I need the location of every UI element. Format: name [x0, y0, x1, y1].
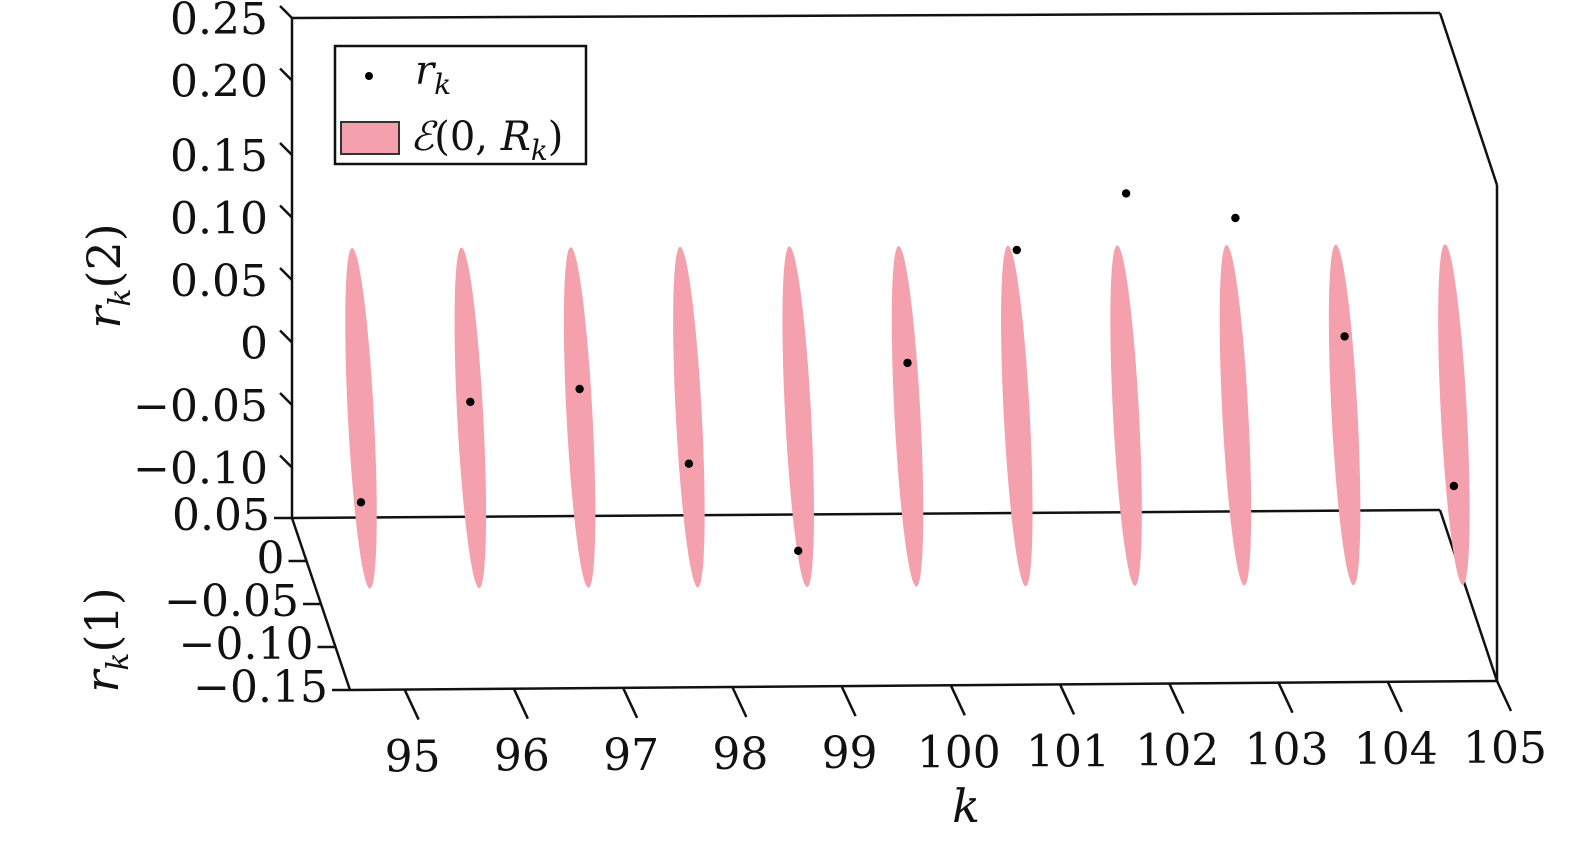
z-tick-3: [279, 204, 293, 219]
data-point-k103: [1231, 213, 1240, 223]
x-tick-label-99: 99: [822, 728, 878, 779]
y-tick-label-1: 0: [257, 533, 285, 584]
box-edge-back-floor: [291, 508, 1441, 520]
data-point-k100: [903, 358, 912, 368]
x-tick-95: [403, 689, 420, 721]
x-tick-label-96: 96: [494, 731, 550, 782]
data-point-k97: [575, 384, 584, 394]
z-tick-label-5: 0: [240, 319, 268, 370]
z-tick-1: [279, 67, 293, 82]
box-edge-front: [349, 679, 1498, 692]
ellipsoid-k96: [454, 247, 487, 589]
data-point-k102: [1121, 189, 1131, 198]
x-tick-102: [1168, 683, 1185, 715]
x-tick-label-100: 100: [917, 727, 1001, 778]
data-point-k101: [1012, 245, 1021, 255]
ellipsoid-k98: [673, 246, 705, 588]
svg-text:rk(1): rk(1): [75, 587, 136, 692]
data-point-k99: [794, 546, 803, 555]
data-point-k105: [1449, 481, 1459, 491]
ellipsoid-k103: [1219, 245, 1252, 586]
ellipsoid-k100: [891, 246, 924, 587]
ellipsoid-k97: [563, 247, 596, 588]
z-tick-label-1: 0.20: [170, 57, 268, 108]
z-tick-label-7: −0.10: [133, 444, 268, 495]
data-point-k104: [1340, 332, 1349, 341]
z-tick-label-0: 0.25: [170, 0, 268, 45]
x-tick-100: [949, 684, 966, 716]
z-tick-2: [279, 142, 293, 156]
y-tick-label-0: 0.05: [172, 490, 270, 541]
z-tick-0: [279, 5, 293, 19]
z-axis-label: rk(2): [77, 223, 138, 328]
z-tick-5: [279, 329, 293, 344]
x-tick-label-105: 105: [1463, 723, 1547, 774]
y-tick-label-2: −0.05: [164, 576, 299, 627]
data-point-k98: [684, 459, 694, 468]
x-tick-105: [1495, 680, 1513, 712]
z-tick-label-3: 0.10: [170, 194, 268, 245]
box-edge-top: [291, 11, 1441, 20]
ellipsoid-k104: [1328, 244, 1361, 586]
x-tick-label-103: 103: [1245, 725, 1329, 776]
z-tick-4: [279, 267, 293, 281]
x-tick-98: [731, 686, 748, 718]
z-tick-6: [279, 392, 293, 406]
y-axis-ticks: 0.050−0.05−0.10−0.15: [164, 490, 350, 713]
y-tick-label-3: −0.10: [179, 619, 314, 670]
z-tick-label-2: 0.15: [170, 131, 268, 182]
svg-text:rk(2): rk(2): [77, 223, 138, 328]
data-point-k95: [356, 498, 366, 507]
x-axis-label: k: [952, 779, 980, 833]
ellipsoid-series: [345, 244, 1470, 589]
ellipsoid-k105: [1438, 244, 1470, 585]
x-tick-label-98: 98: [712, 729, 768, 780]
x-tick-103: [1277, 682, 1294, 714]
y-tick-label-4: −0.15: [193, 662, 328, 713]
legend: rk ℰ(0, Rk): [333, 44, 588, 167]
box-edge-right-top: [1438, 12, 1499, 186]
x-tick-label-101: 101: [1026, 726, 1110, 777]
ellipsoid-k95: [345, 248, 377, 589]
ellipsoid-k99: [782, 246, 814, 588]
point-series: [356, 189, 1459, 555]
z-tick-label-6: −0.05: [133, 381, 268, 432]
z-tick-label-4: 0.05: [170, 256, 268, 307]
z-tick-7: [279, 454, 293, 469]
x-tick-label-97: 97: [603, 730, 659, 781]
x-tick-label-102: 102: [1135, 726, 1219, 777]
y-axis-label: rk(1): [75, 587, 136, 692]
data-point-k96: [466, 397, 475, 407]
x-tick-104: [1386, 681, 1403, 713]
x-tick-99: [840, 685, 857, 717]
ellipsoid-k102: [1110, 245, 1142, 586]
legend-swatch-ellipsoids: [340, 121, 400, 155]
x-tick-97: [621, 687, 639, 719]
z-axis-ticks: 0.25 0.20 0.15 0.10 0.05 0 −0.05 −0.10: [133, 0, 293, 495]
ellipsoid-k101: [1001, 245, 1033, 587]
x-axis-ticks: 95 96 97 98 99 100 101 102 103 104 105: [385, 680, 1547, 783]
x-tick-96: [512, 688, 529, 720]
x-tick-label-95: 95: [385, 732, 441, 783]
x-tick-101: [1058, 683, 1076, 715]
box-edge-right-floor: [1438, 509, 1499, 682]
legend-marker-points: [365, 72, 373, 80]
x-tick-label-104: 104: [1354, 724, 1438, 775]
